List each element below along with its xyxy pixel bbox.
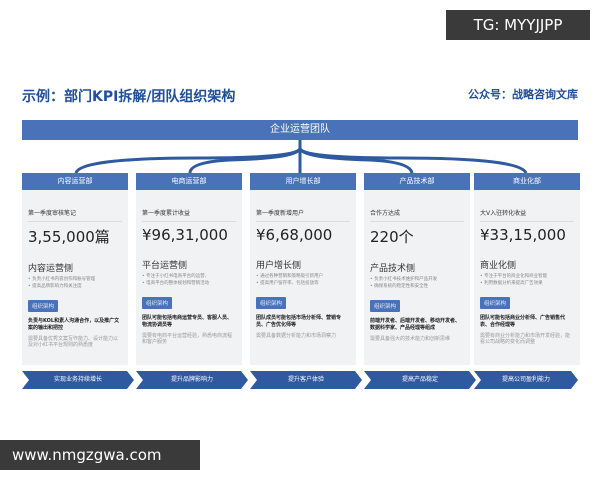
org-connectors xyxy=(74,140,528,174)
goal-arrow: 提高公司盈利能力 xyxy=(474,371,578,389)
department-card: 内容运营部 第一季度审核笔记 3,55,000篇 内容运营侧 • 负责小红书内容… xyxy=(22,173,128,365)
team-description: 团队可能包括商业分析师、广告销售代表、合作经理等 xyxy=(480,315,566,328)
department-name: 用户增长部 xyxy=(250,173,356,190)
team-description: 前端开发者、后端开发者、移动开发者、数据科学家、产品经理等组成 xyxy=(370,318,461,331)
bullet: • 专注于平台的商业化和商业智能 xyxy=(480,274,548,279)
department-name: 产品技术部 xyxy=(364,173,470,190)
bullet: • 电商平台的整体规划和营销活动 xyxy=(142,281,210,286)
requirements: 需要具备优秀文案写作能力、设计能力以及对小红书平台规则的熟悉度 xyxy=(28,335,119,349)
bullet: • 专注于小红书电商平台的运营、 xyxy=(142,274,210,279)
department-name: 电商运营部 xyxy=(136,173,242,190)
bullet: • 提高品牌影响力和关注度 xyxy=(28,284,82,289)
department-name: 商业化部 xyxy=(474,173,580,190)
kpi-label: 合作方达成 xyxy=(370,208,464,222)
org-structure-tag: 组织架构 xyxy=(256,297,287,309)
goal-arrow: 提升品牌影响力 xyxy=(136,371,248,389)
requirements: 需要有电商平台运营经验，熟悉电商流程和客户服务 xyxy=(142,332,233,346)
department-name: 内容运营部 xyxy=(22,173,128,190)
bullet: • 提高用户留存率、包括投放等 xyxy=(256,281,319,286)
watermark-top: TG: MYYJJPP xyxy=(446,10,590,40)
requirements: 需要具备强大的技术能力和创新思维 xyxy=(370,335,451,342)
kpi-label: 第一季度新增用户 xyxy=(256,208,350,222)
kpi-label: 大V入驻转化收益 xyxy=(480,208,574,222)
kpi-value: 220个 xyxy=(370,228,414,246)
department-card: 商业化部 大V入驻转化收益 ¥33,15,000 商业化侧 • 专注于平台的商业… xyxy=(474,173,580,365)
kpi-value: 3,55,000篇 xyxy=(28,228,110,246)
side-title: 内容运营侧 xyxy=(28,264,74,274)
requirements: 需要具备数据分析能力和市场洞察力 xyxy=(256,332,337,339)
org-structure-tag: 组织架构 xyxy=(370,300,401,312)
kpi-value: ¥96,31,000 xyxy=(142,226,228,244)
kpi-value: ¥6,68,000 xyxy=(256,226,333,244)
goal-arrow: 提升客户体验 xyxy=(250,371,362,389)
org-structure-tag: 组织架构 xyxy=(28,300,59,312)
goal-arrow: 提高产品稳定 xyxy=(364,371,476,389)
public-account: 公众号：战略咨询文库 xyxy=(468,88,578,101)
bullet: • 负责小红书内容创作和账号管理 xyxy=(28,277,96,282)
kpi-label: 第一季度审核笔记 xyxy=(28,208,122,222)
bullet: • 负责小红书技术维护和产品开发 xyxy=(370,277,438,282)
watermark-bottom: www.nmgzgwa.com xyxy=(0,440,200,470)
kpi-value: ¥33,15,000 xyxy=(480,226,566,244)
side-title: 产品技术侧 xyxy=(370,264,416,274)
goal-arrow: 实现业务持续增长 xyxy=(22,371,134,389)
org-structure-tag: 组织架构 xyxy=(142,297,173,309)
team-description: 团队成员可能包括市场分析师、营销专员、广告优化师等 xyxy=(256,315,342,328)
requirements: 需要有商业分析能力和市场开发经验，能看公司战略的变化而调整 xyxy=(480,332,571,346)
team-description: 团队可能包括电商运营专员、客服人员、物流协调员等 xyxy=(142,315,233,328)
page-title: 示例：部门KPI拆解/团队组织架构 xyxy=(22,89,236,105)
team-description: 负责与KOL和素人沟通合作，以及推广文案的输出和把控 xyxy=(28,318,120,331)
department-card: 电商运营部 第一季度累计收益 ¥96,31,000 平台运营侧 • 专注于小红书… xyxy=(136,173,242,365)
department-card: 用户增长部 第一季度新增用户 ¥6,68,000 用户增长侧 • 通过各种营销和… xyxy=(250,173,356,365)
org-root: 企业运营团队 xyxy=(22,120,578,140)
org-structure-tag: 组织架构 xyxy=(480,297,511,309)
kpi-label: 第一季度累计收益 xyxy=(142,208,236,222)
bullet: • 利用数据分析来提高广告效果 xyxy=(480,281,543,286)
bullet: • 通过各种营销和策略吸引新用户 xyxy=(256,274,324,279)
department-card: 产品技术部 合作方达成 220个 产品技术侧 • 负责小红书技术维护和产品开发 … xyxy=(364,173,470,365)
side-title: 商业化侧 xyxy=(480,261,517,271)
side-title: 平台运营侧 xyxy=(142,261,188,271)
bullet: • 确保系统的稳定性和安全性 xyxy=(370,284,429,289)
side-title: 用户增长侧 xyxy=(256,261,302,271)
